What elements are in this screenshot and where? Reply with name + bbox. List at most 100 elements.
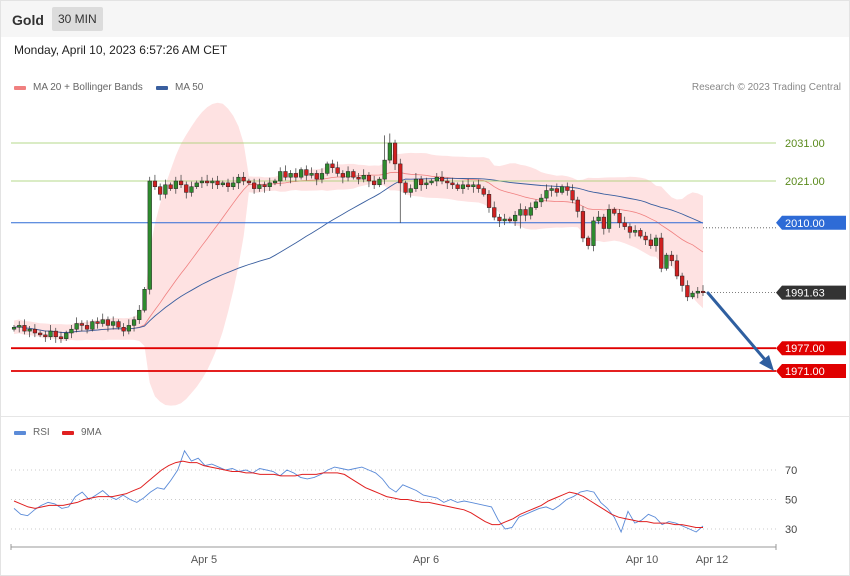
candle-body <box>22 325 27 332</box>
candle-body <box>38 332 43 336</box>
candle-body <box>210 180 215 184</box>
candle-body <box>340 173 345 178</box>
candle-body <box>116 321 121 328</box>
candle-body <box>189 186 194 193</box>
legend-ma20-label: MA 20 + Bollinger Bands <box>33 82 143 93</box>
candle-body <box>100 319 105 324</box>
candle-body <box>43 334 48 338</box>
level-tag-4 <box>776 341 846 356</box>
candle-body <box>27 328 32 332</box>
candle-body <box>554 188 559 193</box>
top-bar: Gold 30 MIN <box>1 1 849 37</box>
candle-body <box>450 182 455 186</box>
candle-body <box>257 184 262 189</box>
candle-body <box>74 323 79 330</box>
legend-ma50-label: MA 50 <box>175 82 204 93</box>
candle-body <box>267 182 272 187</box>
candle-body <box>121 327 126 332</box>
candle-body <box>11 327 17 330</box>
candle-body <box>507 218 512 222</box>
9ma-swatch <box>62 430 74 435</box>
rsi-swatch <box>14 430 26 435</box>
candle-body <box>575 199 580 212</box>
candle-body <box>53 330 58 338</box>
candle-body <box>544 190 549 199</box>
legend-ma20: MA 20 + Bollinger Bands <box>14 82 143 93</box>
rsi-ma-line <box>13 460 703 528</box>
candle-body <box>361 175 366 180</box>
candle-body <box>158 186 163 195</box>
candle-body <box>126 325 131 332</box>
x-tick-label-3: Apr 12 <box>696 554 728 566</box>
x-tick-label-1: Apr 6 <box>413 554 439 566</box>
legend-9ma-label: 9MA <box>81 427 102 438</box>
bollinger-band <box>14 102 703 406</box>
candle-body <box>570 190 575 201</box>
candle-body <box>325 163 330 174</box>
timeframe-badge[interactable]: 30 MIN <box>52 7 103 31</box>
candle-body <box>617 213 622 224</box>
candle-body <box>513 214 518 222</box>
candle-body <box>163 184 168 195</box>
candle-body <box>131 319 137 326</box>
candle-body <box>199 180 205 184</box>
rsi-level-label-1: 50 <box>785 495 797 507</box>
candle-body <box>231 182 236 187</box>
candle-body <box>220 182 225 186</box>
candle-body <box>528 207 533 216</box>
legend-9ma: 9MA <box>62 427 102 438</box>
candle-body <box>653 237 659 246</box>
candle-body <box>601 216 606 229</box>
candle-body <box>408 188 413 193</box>
candle-body <box>434 176 439 182</box>
candle-body <box>168 184 173 189</box>
candle-body <box>539 197 544 203</box>
candle-body <box>314 173 319 180</box>
level-label-3: 1991.63 <box>785 288 825 300</box>
candle-body <box>424 182 429 186</box>
candle-body <box>184 184 189 193</box>
candle-body <box>262 184 267 187</box>
candle-body <box>382 159 387 180</box>
candle-body <box>445 180 450 184</box>
candle-body <box>460 184 466 189</box>
x-tick-label-2: Apr 10 <box>626 554 658 566</box>
candle-body <box>669 254 674 262</box>
candle-body <box>648 239 653 246</box>
candle-body <box>90 321 95 330</box>
candle-body <box>335 167 340 174</box>
candle-body <box>596 216 601 222</box>
projection-arrow <box>706 291 769 364</box>
level-label-1: 2021.00 <box>785 176 825 188</box>
candle-body <box>69 328 74 334</box>
candle-body <box>580 211 586 239</box>
candle-body <box>549 188 554 191</box>
candle-body <box>398 163 403 184</box>
candle-body <box>439 176 445 182</box>
candle-body <box>392 142 398 165</box>
credit-text: Research © 2023 Trading Central <box>691 82 841 93</box>
x-tick-label-0: Apr 5 <box>191 554 217 566</box>
candle-body <box>111 321 116 326</box>
candle-body <box>205 180 210 184</box>
candle-body <box>419 178 424 186</box>
candle-body <box>330 163 335 168</box>
candle-body <box>591 220 596 246</box>
level-label-2: 2010.00 <box>785 218 825 230</box>
candle-body <box>252 182 257 189</box>
candle-body <box>476 184 481 189</box>
candle-body <box>455 184 460 189</box>
candle-body <box>695 290 700 294</box>
ma50-swatch <box>156 85 168 90</box>
candle-body <box>690 292 695 298</box>
candle-body <box>225 182 231 187</box>
candle-body <box>95 321 100 324</box>
projection-arrowhead <box>759 355 774 371</box>
candle-body <box>471 184 476 187</box>
candle-body <box>366 175 372 182</box>
candle-body <box>638 230 643 237</box>
candle-body <box>356 176 361 180</box>
candle-body <box>299 169 304 178</box>
candle-body <box>304 169 309 176</box>
